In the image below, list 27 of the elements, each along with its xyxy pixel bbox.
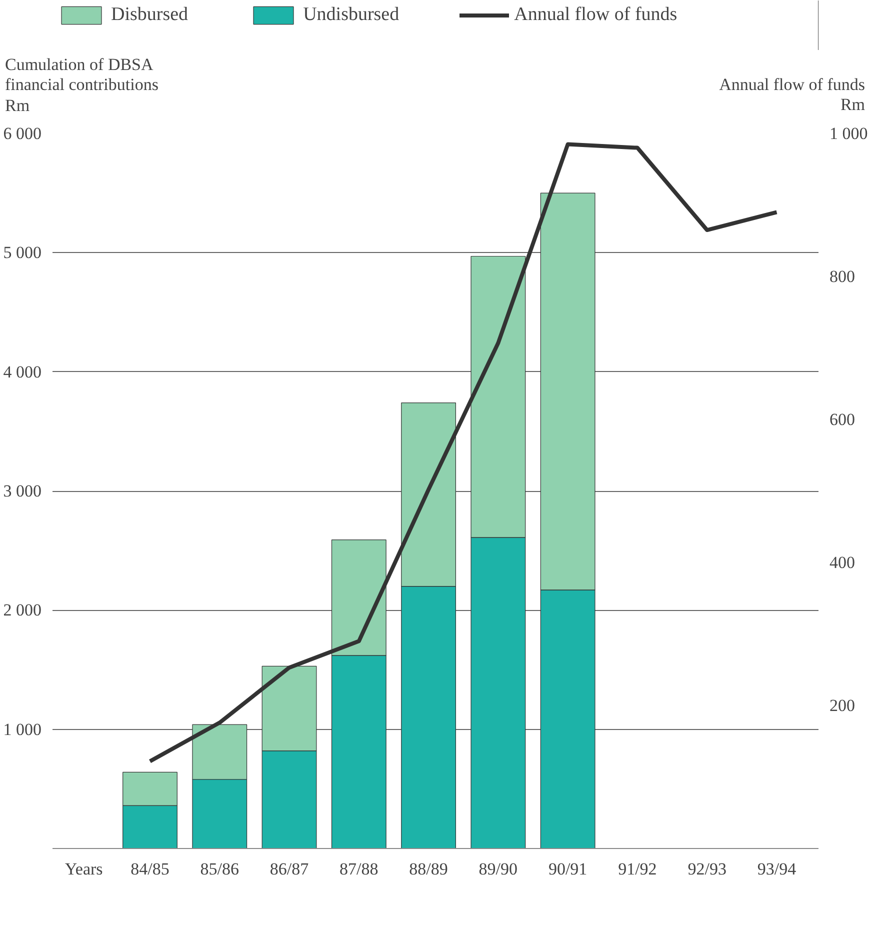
y-tick-label: 2 000 [3,600,42,620]
y-axis-title: Cumulation of DBSA financial contributions Rm [5,55,158,116]
x-tick-label: 87/88 [340,860,378,879]
legend-label: Disbursed [111,4,188,26]
legend-label: Undisbursed [303,4,400,26]
y2-tick-label: 400 [830,553,855,572]
x-axis-title: Years [64,860,103,879]
y2-tick-label: 600 [830,410,855,430]
y-tick-label: 3 000 [3,482,42,501]
y-tick-label: 5 000 [3,243,42,262]
x-tick-label: 85/86 [200,860,239,879]
y2-tick-label: 800 [830,267,855,286]
x-tick-label: 84/85 [130,860,170,879]
y-tick-label: 6 000 [3,124,42,144]
x-tick-label: 91/92 [618,860,657,879]
x-tick-label: 90/91 [548,860,588,879]
legend-label: Annual flow of funds [514,4,678,26]
x-tick-label: 88/89 [409,860,448,879]
x-tick-label: 89/90 [478,860,518,879]
y2-tick-label: 200 [830,696,855,716]
y-tick-label: 1 000 [3,720,42,740]
y-tick-label: 4 000 [3,362,42,382]
y2-axis-title: Annual flow of funds Rm [719,75,865,116]
x-tick-label: 92/93 [688,860,726,879]
x-tick-label: 86/87 [270,860,310,879]
x-tick-label: 93/94 [757,860,797,879]
y2-tick-label: 1 000 [830,124,868,144]
